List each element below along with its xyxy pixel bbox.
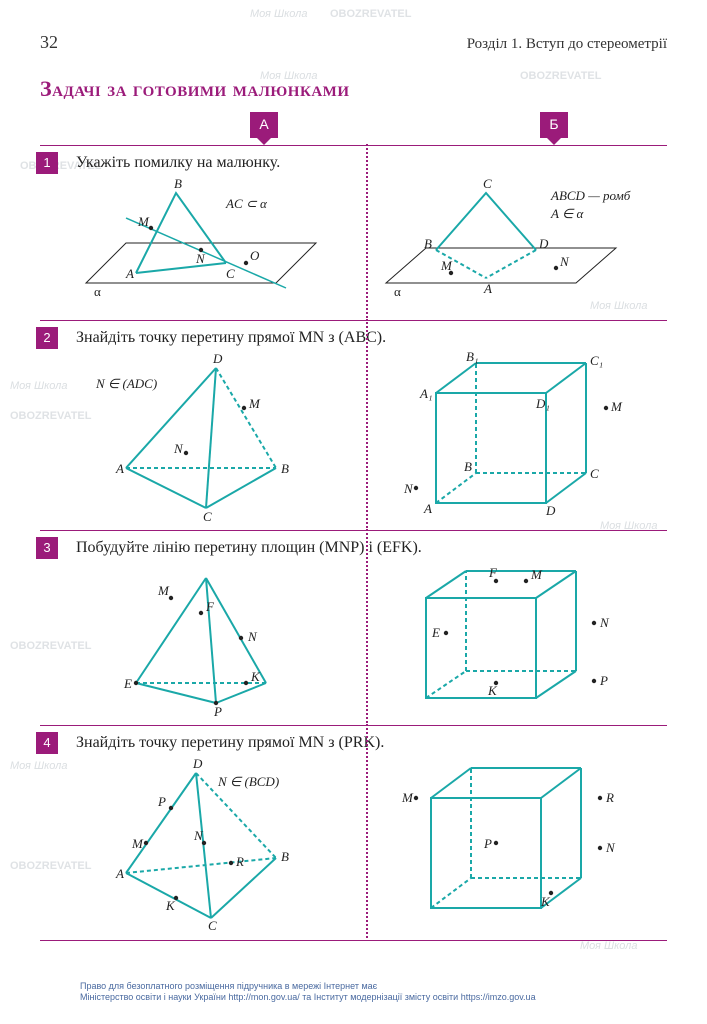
problem-prompt: Укажіть помилку на малюнку. [76, 154, 667, 172]
problem-number: 1 [36, 152, 58, 174]
figure-3b: F M E N K P [376, 563, 656, 713]
svg-text:R: R [605, 790, 614, 805]
footer-line-1: Право для безоплатного розміщення підруч… [80, 981, 667, 993]
svg-text:N: N [195, 251, 206, 266]
svg-text:A: A [115, 866, 124, 881]
svg-text:M: M [401, 790, 414, 805]
footer: Право для безоплатного розміщення підруч… [80, 981, 667, 1004]
svg-text:ABCD — ромб: ABCD — ромб [550, 188, 631, 203]
problem-row: 2 Знайдіть точку перетину прямої MN з (A… [40, 321, 667, 531]
svg-text:P: P [157, 794, 166, 809]
svg-text:F: F [205, 599, 215, 614]
svg-text:B₁: B₁ [466, 349, 478, 364]
svg-text:A: A [423, 501, 432, 516]
svg-text:C: C [483, 176, 492, 191]
svg-text:N: N [247, 629, 258, 644]
svg-text:D: D [212, 351, 223, 366]
svg-text:C₁: C₁ [590, 353, 603, 368]
svg-text:D: D [538, 236, 549, 251]
svg-text:E: E [431, 625, 440, 640]
svg-text:C: C [203, 509, 212, 524]
svg-text:D: D [545, 503, 556, 518]
svg-text:A₁: A₁ [419, 386, 432, 401]
svg-text:N: N [173, 441, 184, 456]
page-number: 32 [40, 32, 58, 53]
problem-number: 2 [36, 327, 58, 349]
svg-text:M: M [530, 567, 543, 582]
svg-text:N: N [403, 481, 414, 496]
svg-text:M: M [610, 399, 623, 414]
problem-row: 4 Знайдіть точку перетину прямої MN з (P… [40, 726, 667, 941]
svg-text:P: P [483, 836, 492, 851]
svg-text:D₁: D₁ [535, 396, 550, 411]
svg-text:α: α [394, 284, 401, 299]
svg-text:R: R [235, 854, 244, 869]
svg-text:C: C [226, 266, 235, 281]
figure-4b: M R P N K [376, 758, 656, 928]
svg-text:P: P [213, 704, 222, 719]
problem-prompt: Знайдіть точку перетину прямої MN з (PRK… [76, 734, 667, 752]
svg-text:AC ⊂ α: AC ⊂ α [225, 196, 268, 211]
figure-2b: A₁ B₁ C₁ D₁ A B C D M N [376, 353, 656, 518]
svg-text:F: F [488, 565, 498, 580]
svg-text:M: M [131, 836, 144, 851]
svg-text:M: M [440, 258, 453, 273]
figure-2a: D A B C M N N ∈ (ADC) [76, 353, 356, 518]
problem-row: 3 Побудуйте лінію перетину площин (MNP) … [40, 531, 667, 726]
svg-text:B: B [281, 849, 289, 864]
chapter-label: Розділ 1. Вступ до стереометрії [467, 36, 667, 53]
problem-prompt: Побудуйте лінію перетину площин (MNP) і … [76, 539, 667, 557]
svg-text:C: C [590, 466, 599, 481]
figure-4a: D A B C P M N R K N ∈ (BCD) [76, 758, 356, 928]
svg-text:A ∈ α: A ∈ α [550, 206, 585, 221]
watermark: Моя Школа [580, 940, 638, 952]
watermark: Моя Школа [250, 8, 308, 20]
figure-1b: C B D A M N α ABCD — ромб A ∈ α [376, 178, 656, 308]
svg-text:M: M [157, 583, 170, 598]
svg-text:M: M [248, 396, 261, 411]
svg-text:N: N [599, 615, 610, 630]
svg-text:A: A [483, 281, 492, 296]
col-a-badge: А [250, 112, 278, 138]
figure-1a: B M A N C O α AC ⊂ α [76, 178, 356, 308]
svg-text:K: K [250, 669, 261, 684]
svg-text:B: B [424, 236, 432, 251]
watermark: OBOZREVATEL [330, 8, 411, 20]
svg-text:B: B [281, 461, 289, 476]
footer-line-2: Міністерство освіти і науки України http… [80, 992, 667, 1004]
problem-row: 1 Укажіть помилку на малюнку. B M A N C [40, 146, 667, 321]
svg-text:A: A [115, 461, 124, 476]
svg-text:O: O [250, 248, 260, 263]
svg-text:C: C [208, 918, 217, 933]
svg-text:α: α [94, 284, 101, 299]
svg-text:B: B [174, 176, 182, 191]
figure-3a: M F N E K P [76, 563, 356, 713]
problem-number: 3 [36, 537, 58, 559]
column-headers: А Б [40, 112, 667, 146]
svg-text:K: K [540, 894, 551, 909]
svg-text:D: D [192, 756, 203, 771]
svg-text:A: A [125, 266, 134, 281]
svg-text:E: E [123, 676, 132, 691]
svg-text:K: K [487, 683, 498, 698]
svg-text:B: B [464, 459, 472, 474]
svg-text:N: N [605, 840, 616, 855]
problem-number: 4 [36, 732, 58, 754]
svg-text:N ∈ (BCD): N ∈ (BCD) [217, 774, 279, 789]
svg-text:M: M [137, 214, 150, 229]
svg-text:P: P [599, 673, 608, 688]
svg-text:N ∈ (ADC): N ∈ (ADC) [95, 376, 157, 391]
svg-text:N: N [559, 254, 570, 269]
svg-text:N: N [193, 828, 204, 843]
problem-prompt: Знайдіть точку перетину прямої MN з (ABC… [76, 329, 667, 347]
page-title: Задачі за готовими малюнками [40, 76, 667, 102]
col-b-badge: Б [540, 112, 568, 138]
svg-text:K: K [165, 898, 176, 913]
